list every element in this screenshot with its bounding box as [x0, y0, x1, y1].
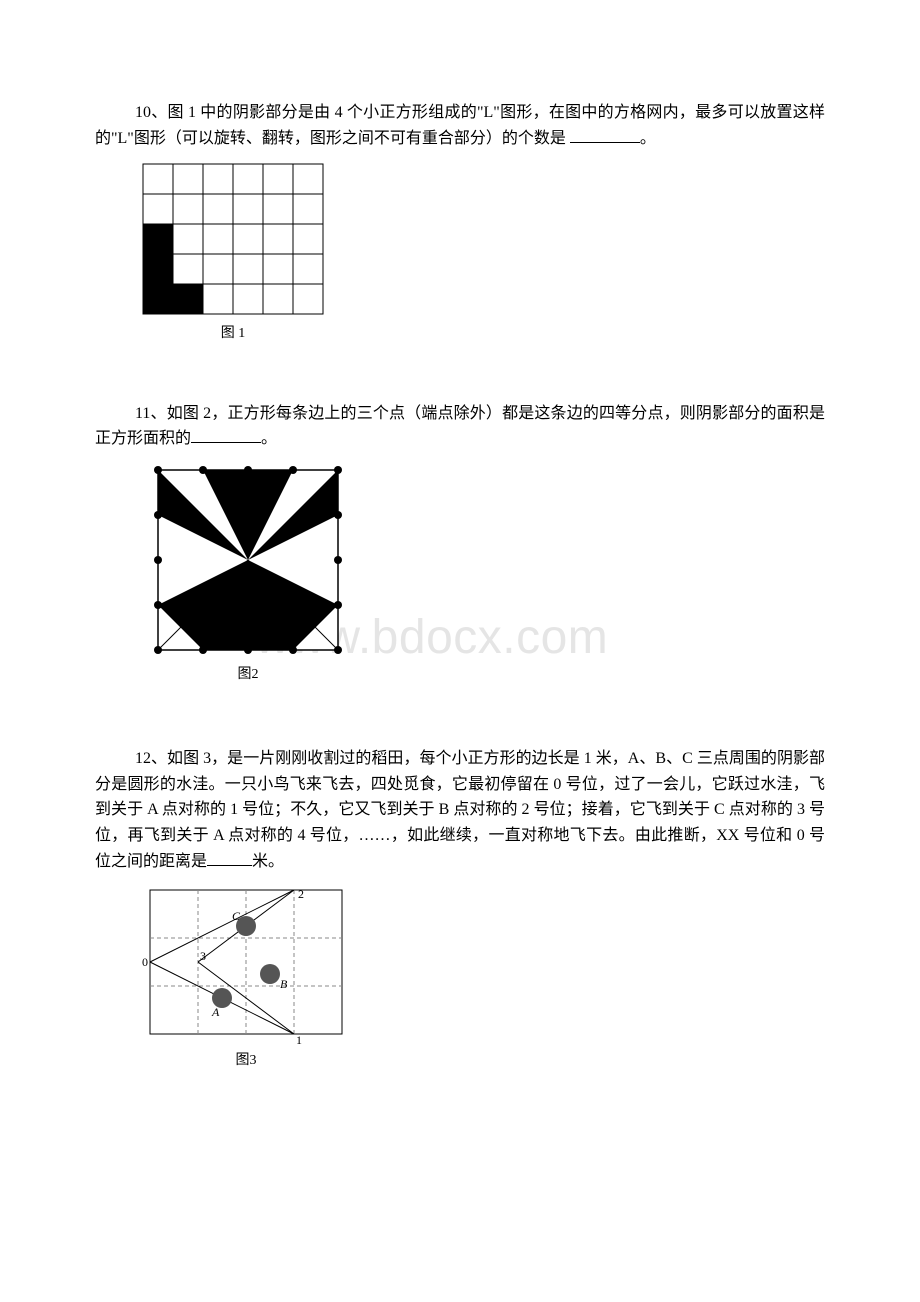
page-content: 10、图 1 中的阴影部分是由 4 个小正方形组成的"L"图形，在图中的方格网内… [95, 100, 825, 1073]
q10-text: 10、图 1 中的阴影部分是由 4 个小正方形组成的"L"图形，在图中的方格网内… [95, 100, 825, 151]
question-12: 12、如图 3，是一片刚刚收割过的稻田，每个小正方形的边长是 1 米，A、B、C… [95, 746, 825, 1072]
label-B: B [280, 977, 288, 991]
figure-1-wrap: 图 1 [140, 161, 326, 345]
figure-2-wrap: 图2 [140, 462, 356, 686]
question-11: 11、如图 2，正方形每条边上的三个点（端点除外）都是这条边的四等分点，则阴影部… [95, 401, 825, 687]
label-2: 2 [298, 887, 304, 901]
q12-blank [207, 850, 252, 866]
q12-body: 12、如图 3，是一片刚刚收割过的稻田，每个小正方形的边长是 1 米，A、B、C… [95, 750, 825, 869]
q10-period: 。 [640, 130, 656, 147]
figure-2-caption: 图2 [238, 664, 259, 686]
label-C: C [232, 909, 241, 923]
figure-1-caption: 图 1 [221, 323, 246, 345]
q12-unit: 米。 [252, 853, 284, 870]
q11-period: 。 [261, 430, 277, 447]
q12-text: 12、如图 3，是一片刚刚收割过的稻田，每个小正方形的边长是 1 米，A、B、C… [95, 746, 825, 874]
label-0: 0 [142, 955, 148, 969]
question-10: 10、图 1 中的阴影部分是由 4 个小正方形组成的"L"图形，在图中的方格网内… [95, 100, 825, 346]
q10-blank [570, 127, 640, 143]
figure-3-svg: 0 1 2 3 A B C [140, 884, 352, 1044]
figure-1-svg [140, 161, 326, 317]
q11-text: 11、如图 2，正方形每条边上的三个点（端点除外）都是这条边的四等分点，则阴影部… [95, 401, 825, 452]
figure-3-caption: 图3 [236, 1050, 257, 1072]
label-A: A [211, 1005, 220, 1019]
label-3: 3 [200, 949, 206, 963]
q10-body: 10、图 1 中的阴影部分是由 4 个小正方形组成的"L"图形，在图中的方格网内… [95, 104, 825, 147]
figure-3-wrap: 0 1 2 3 A B C 图3 [140, 884, 352, 1072]
q11-blank [191, 427, 261, 443]
figure-2-svg [140, 462, 356, 658]
label-1: 1 [296, 1033, 302, 1044]
